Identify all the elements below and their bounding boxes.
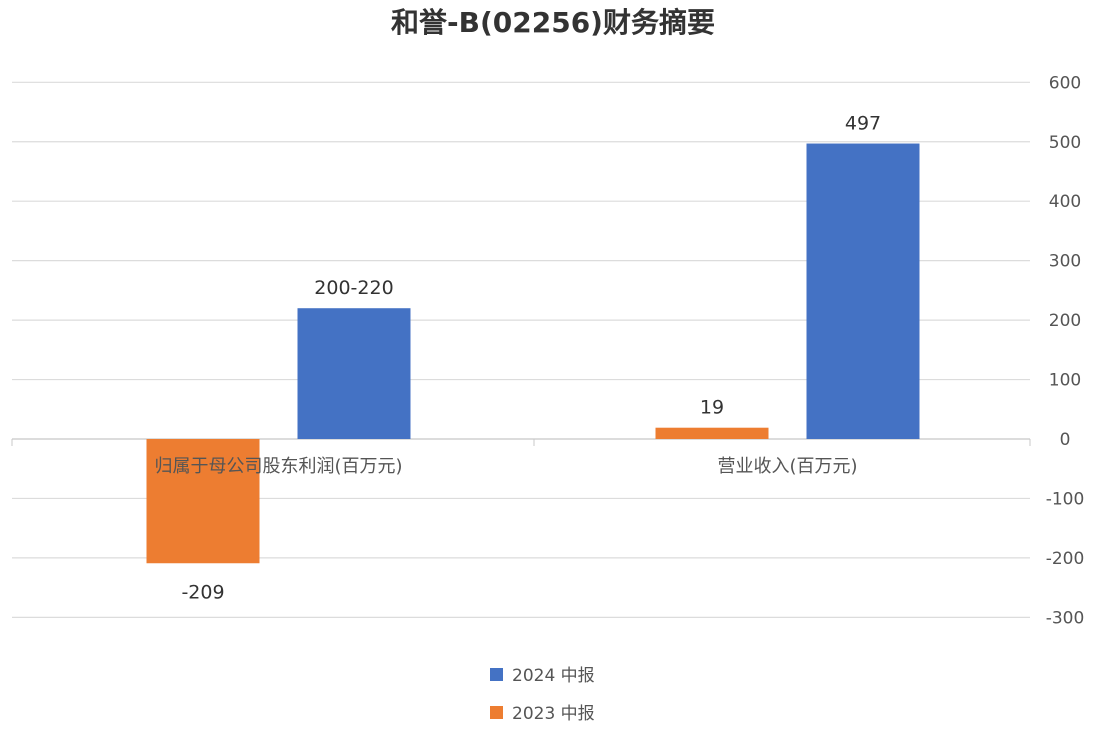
bar [655, 427, 769, 439]
bar [146, 439, 260, 564]
category-labels: 归属于母公司股东利润(百万元) 营业收入(百万元) [154, 456, 857, 477]
data-label: -209 [181, 581, 224, 603]
y-tick-label: 500 [1049, 133, 1081, 153]
y-tick-label: 200 [1049, 311, 1081, 331]
bars [146, 143, 920, 564]
data-label: 19 [700, 397, 724, 419]
y-axis-ticks: 600 500 400 300 200 100 0 -100 -200 -300 [1046, 73, 1085, 628]
legend: 2024 中报 2023 中报 [490, 666, 595, 724]
legend-label: 2023 中报 [512, 704, 595, 724]
y-tick-label: 0 [1060, 430, 1071, 450]
legend-swatch [490, 706, 503, 719]
data-label: 200-220 [314, 277, 393, 299]
data-labels: -209 200-220 19 497 [181, 113, 881, 604]
y-tick-label: -100 [1046, 489, 1085, 509]
y-tick-label: -200 [1046, 549, 1085, 569]
data-label: 497 [845, 113, 881, 135]
bar [297, 308, 411, 439]
category-label: 归属于母公司股东利润(百万元) [154, 456, 402, 477]
bar [806, 143, 920, 439]
y-tick-label: 400 [1049, 192, 1081, 212]
chart-title: 和誉-B(02256)财务摘要 [391, 6, 715, 39]
y-tick-label: -300 [1046, 608, 1085, 628]
legend-label: 2024 中报 [512, 666, 595, 686]
category-label: 营业收入(百万元) [717, 456, 857, 477]
y-tick-label: 600 [1049, 73, 1081, 93]
legend-swatch [490, 668, 503, 681]
y-tick-label: 300 [1049, 252, 1081, 272]
y-tick-label: 100 [1049, 371, 1081, 391]
